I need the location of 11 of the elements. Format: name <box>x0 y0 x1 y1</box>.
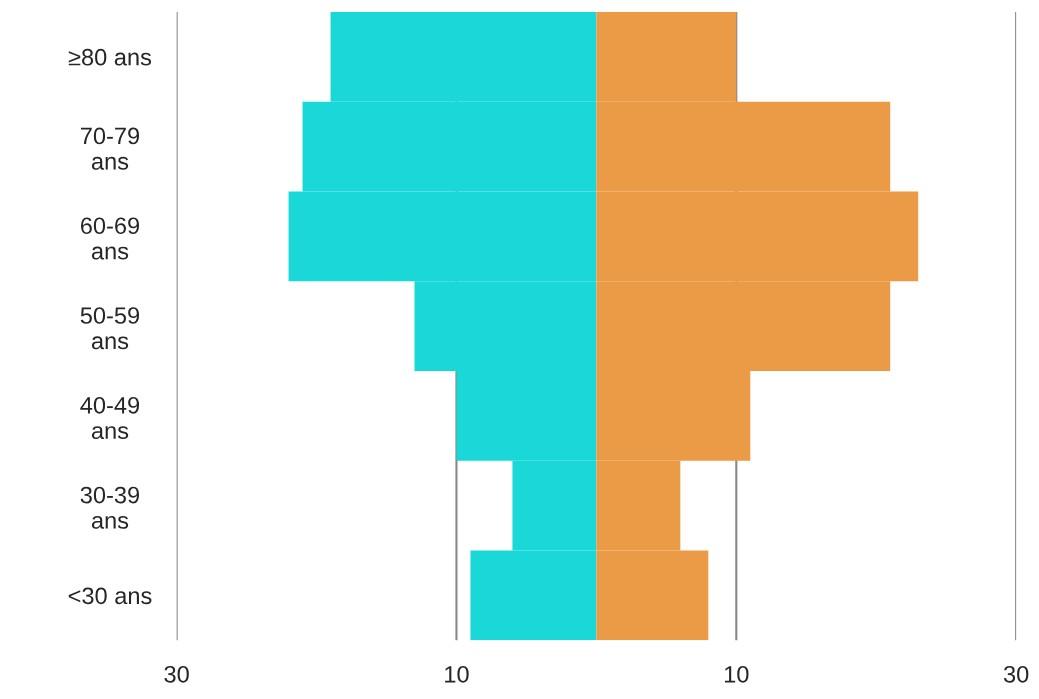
y-tick-label: 40-49 ans <box>80 396 140 440</box>
x-tick-label: 30 <box>1003 665 1029 683</box>
y-tick-label: 30-39 ans <box>80 486 140 529</box>
y-tick-label: ≥80 ans <box>68 48 152 66</box>
x-tick-label: 30 <box>164 665 189 683</box>
x-tick-label: 10 <box>724 665 749 683</box>
y-tick-label: 70-79 ans <box>80 127 140 170</box>
y-tick-label: 60-69 ans <box>80 217 140 260</box>
y-tick-label: <30 ans <box>68 587 152 605</box>
x-tick-label: 10 <box>445 665 469 683</box>
y-tick-label: 50-59 ans <box>80 307 140 350</box>
